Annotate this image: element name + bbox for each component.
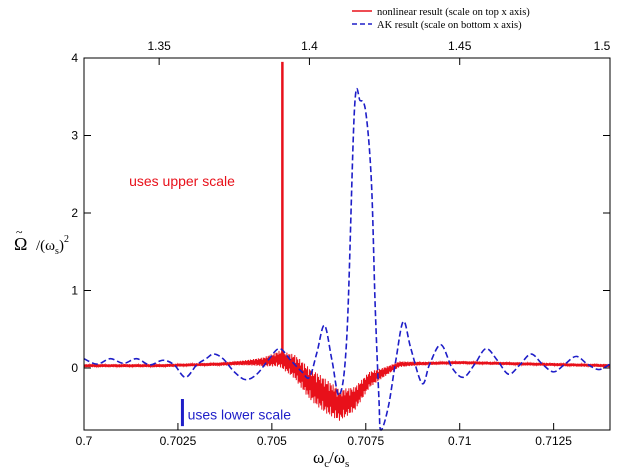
y-tick-label: 4 <box>71 51 78 65</box>
x-bottom-tick-label: 0.7 <box>76 434 93 448</box>
annotation-lower-scale: uses lower scale <box>188 407 292 423</box>
axis-ticks: 0.7 0.7025 0.705 0.7075 0.71 0.7125 1.35 1.4 1.4… <box>71 39 610 448</box>
annotations: uses upper scale uses lower scale <box>129 173 292 427</box>
x-bottom-tick-label: 0.705 <box>257 434 287 448</box>
y-tick-label: 3 <box>71 129 78 143</box>
x-bottom-tick-label: 0.7125 <box>535 434 572 448</box>
x-top-tick-label: 1.5 <box>594 39 611 53</box>
y-tick-label: 0 <box>71 361 78 375</box>
y-label-omega: Ω <box>14 234 27 254</box>
y-tick-label: 1 <box>71 284 78 298</box>
series-ak-line <box>83 88 611 431</box>
x-bottom-tick-label: 0.7075 <box>347 434 384 448</box>
annotation-upper-scale: uses upper scale <box>129 173 235 189</box>
y-label-rest: /(ωs)2 <box>36 234 69 257</box>
plot-frame <box>83 57 611 431</box>
x-top-tick-label: 1.4 <box>301 39 318 53</box>
x-bottom-tick-label: 0.7025 <box>160 434 197 448</box>
x-top-tick-label: 1.35 <box>147 39 171 53</box>
x-top-tick-label: 1.45 <box>448 39 472 53</box>
y-tick-label: 2 <box>71 206 78 220</box>
legend-label-nonlinear: nonlinear result (scale on top x axis) <box>377 7 530 18</box>
legend-label-ak: AK result (scale on bottom x axis) <box>377 20 522 31</box>
x-axis-label: ωc/ωs <box>313 448 349 470</box>
series-nonlinear-line <box>83 350 611 421</box>
legend: nonlinear result (scale on top x axis) A… <box>352 7 530 31</box>
plot-curves <box>83 61 611 431</box>
y-axis-label: Ω ~ /(ωs)2 <box>14 225 69 257</box>
x-bottom-tick-label: 0.71 <box>448 434 472 448</box>
y-label-tilde: ~ <box>16 225 23 239</box>
